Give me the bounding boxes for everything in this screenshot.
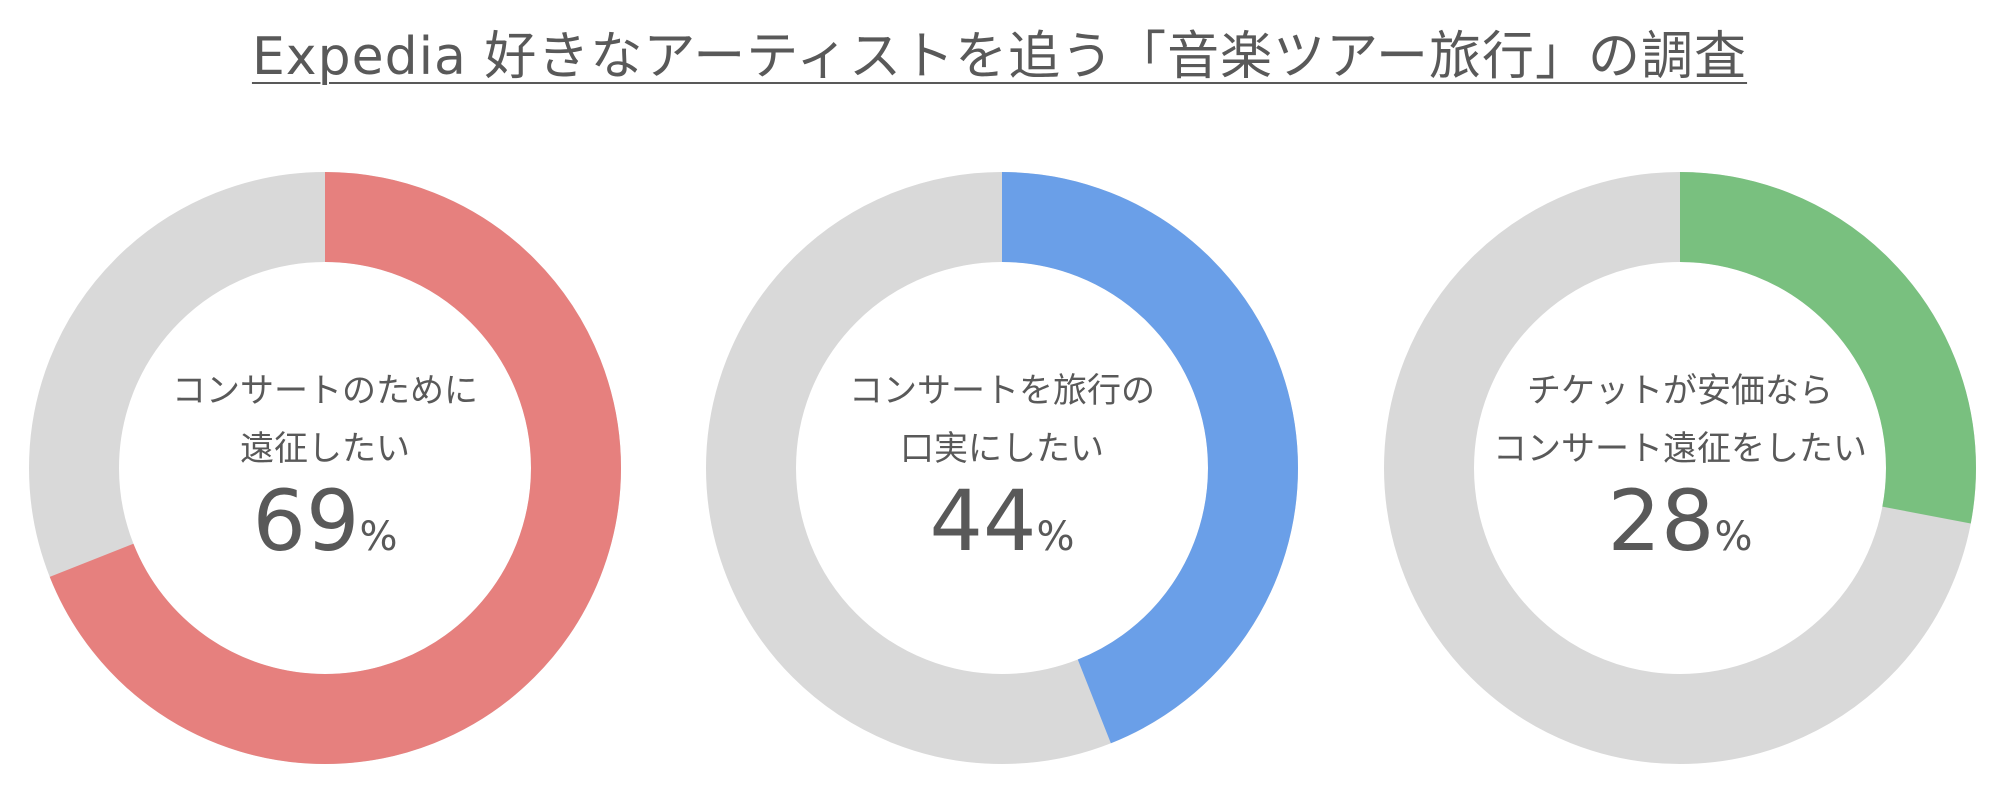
donut-value-unit: % — [359, 514, 397, 560]
donut-value-segment — [1384, 172, 1976, 764]
donut-value-segment — [29, 172, 621, 764]
donut-label-line-1: コンサートのために — [172, 371, 478, 411]
donut-value-unit: % — [1036, 514, 1074, 560]
chart-title-text: Expedia 好きなアーティストを追う「音楽ツアー旅行」の調査 — [251, 27, 1748, 87]
chart-title: Expedia 好きなアーティストを追う「音楽ツアー旅行」の調査 — [0, 22, 1999, 92]
donut-value-label: 28% — [1608, 472, 1753, 570]
donut-label-line-1: コンサートを旅行の — [849, 371, 1155, 411]
donut-value-segment — [706, 172, 1298, 764]
donut-value-label: 69% — [253, 472, 398, 570]
donut-value-unit: % — [1714, 514, 1752, 560]
donut-label-line-2: 口実にしたい — [900, 429, 1104, 469]
donut-value-label: 44% — [930, 472, 1075, 570]
donut-label-line-2: コンサート遠征をしたい — [1493, 429, 1867, 469]
donut-label-line-2: 遠征したい — [240, 429, 410, 469]
donut-chart-2: コンサートを旅行の 口実にしたい 44% — [706, 172, 1298, 764]
donut-value-number: 69 — [253, 472, 360, 570]
donut-value-number: 44 — [930, 472, 1037, 570]
donut-value-number: 28 — [1608, 472, 1715, 570]
donut-chart-1: コンサートのために 遠征したい 69% — [29, 172, 621, 764]
donut-chart-3: チケットが安価なら コンサート遠征をしたい 28% — [1384, 172, 1976, 764]
donut-label-line-1: チケットが安価なら — [1527, 371, 1833, 411]
